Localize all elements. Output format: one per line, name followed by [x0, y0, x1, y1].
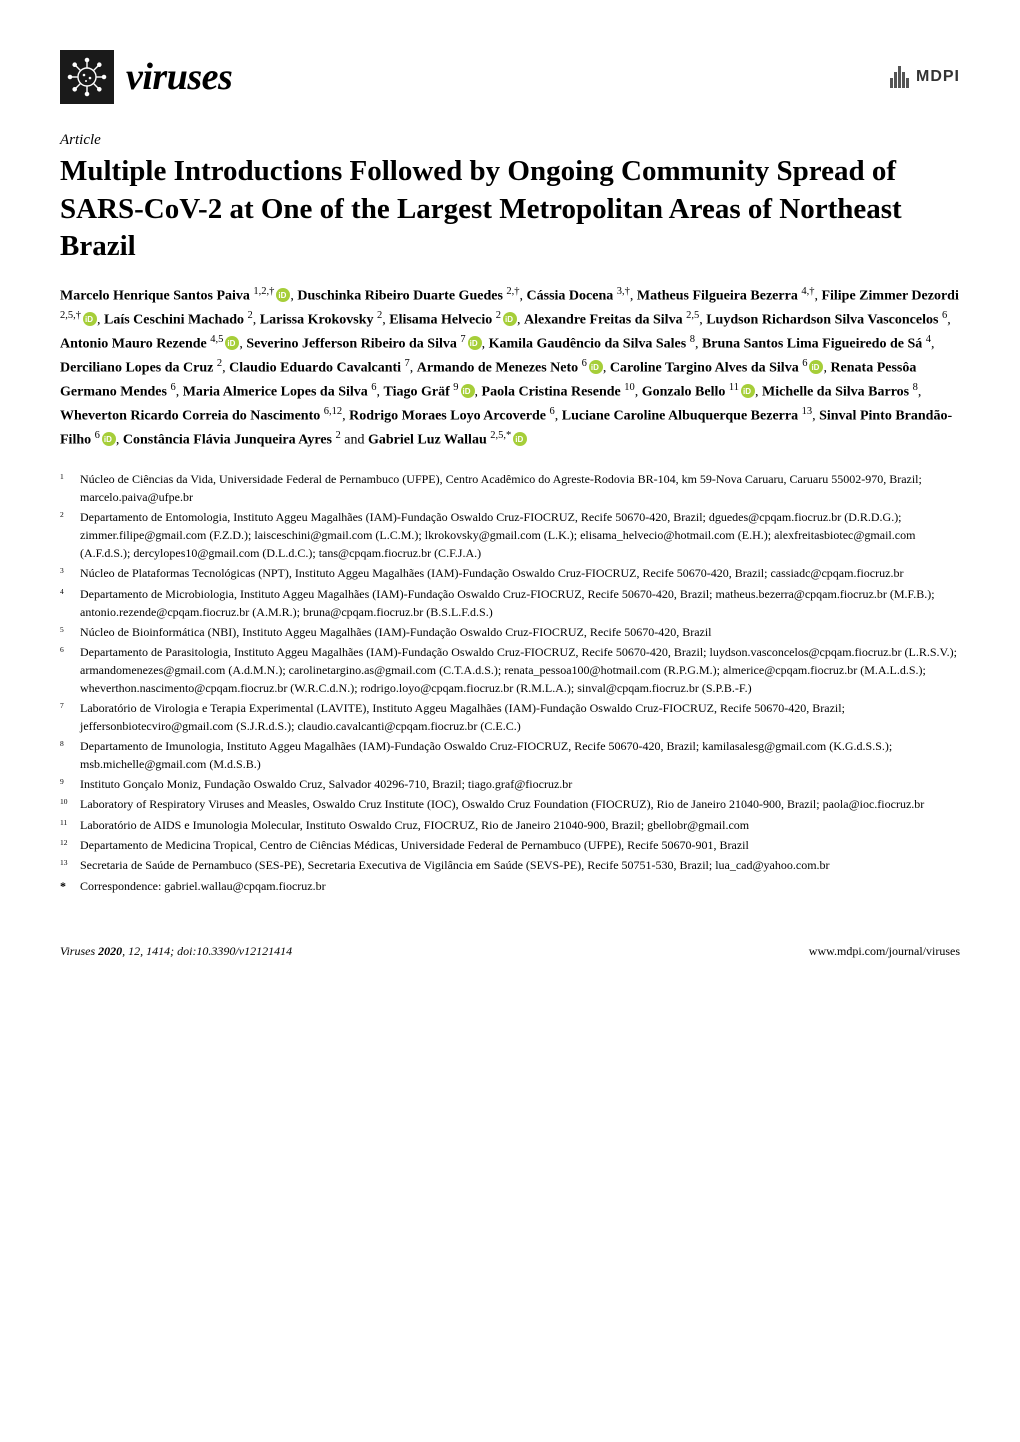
journal-name: viruses [126, 55, 232, 99]
affiliation-row: 12Departamento de Medicina Tropical, Cen… [60, 836, 960, 854]
orcid-icon [276, 288, 290, 302]
affiliation-row: 10Laboratory of Respiratory Viruses and … [60, 795, 960, 813]
orcid-icon [589, 360, 603, 374]
affiliation-row: 3Núcleo de Plataformas Tecnológicas (NPT… [60, 564, 960, 582]
orcid-icon [468, 336, 482, 350]
authors-list: Marcelo Henrique Santos Paiva 1,2,†, Dus… [60, 284, 960, 452]
affiliation-row: 8Departamento de Imunologia, Instituto A… [60, 737, 960, 773]
affiliation-row: 13Secretaria de Saúde de Pernambuco (SES… [60, 856, 960, 874]
orcid-icon [225, 336, 239, 350]
affiliation-row: 7Laboratório de Virologia e Terapia Expe… [60, 699, 960, 735]
affiliation-row: 9Instituto Gonçalo Moniz, Fundação Oswal… [60, 775, 960, 793]
orcid-icon [741, 384, 755, 398]
affiliation-row: 11Laboratório de AIDS e Imunologia Molec… [60, 816, 960, 834]
affiliation-row: 1Núcleo de Ciências da Vida, Universidad… [60, 470, 960, 506]
affiliations-list: 1Núcleo de Ciências da Vida, Universidad… [60, 470, 960, 894]
footer-left-text: Viruses 2020, 12, 1414; doi:10.3390/v121… [60, 944, 292, 958]
affiliation-row: 4Departamento de Microbiologia, Institut… [60, 585, 960, 621]
article-type: Article [60, 132, 960, 149]
orcid-icon [461, 384, 475, 398]
footer-url: www.mdpi.com/journal/viruses [809, 944, 960, 959]
virus-logo-icon [60, 50, 114, 104]
orcid-icon [809, 360, 823, 374]
orcid-icon [503, 312, 517, 326]
footer-citation: Viruses 2020, 12, 1414; doi:10.3390/v121… [60, 944, 292, 959]
orcid-icon [513, 432, 527, 446]
affiliation-row: 5Núcleo de Bioinformática (NBI), Institu… [60, 623, 960, 641]
affiliation-row: 2Departamento de Entomologia, Instituto … [60, 508, 960, 562]
header: viruses MDPI [60, 50, 960, 104]
affiliation-row: 6Departamento de Parasitologia, Institut… [60, 643, 960, 697]
mdpi-icon [890, 66, 909, 88]
page-footer: Viruses 2020, 12, 1414; doi:10.3390/v121… [60, 935, 960, 959]
orcid-icon [102, 432, 116, 446]
orcid-icon [83, 312, 97, 326]
journal-logo-block: viruses [60, 50, 232, 104]
article-title: Multiple Introductions Followed by Ongoi… [60, 153, 960, 266]
publisher-name: MDPI [916, 68, 960, 86]
correspondence-row: *Correspondence: gabriel.wallau@cpqam.fi… [60, 877, 960, 895]
mdpi-logo: MDPI [890, 66, 960, 88]
